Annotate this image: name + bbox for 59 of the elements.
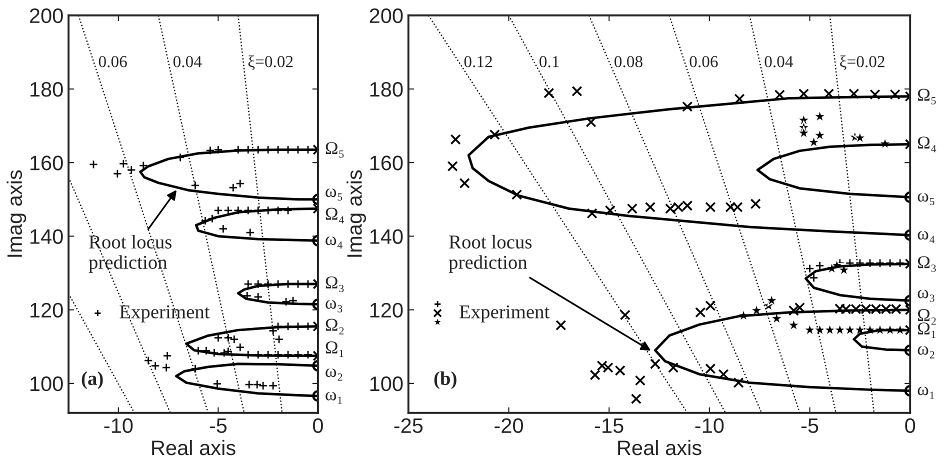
annotation: ω₃: [326, 300, 342, 312]
y-tick-label: 160: [370, 156, 403, 170]
annotation: Ω₄: [918, 136, 936, 152]
annotation: ω₄: [918, 230, 935, 244]
y-tick-label: 100: [370, 376, 403, 392]
x-axis-title: Real axis: [618, 440, 702, 456]
x-tick-label: 0: [312, 418, 323, 434]
x-tick-label: 0: [905, 418, 916, 434]
annotation: Ω₅: [326, 142, 344, 158]
annotation: (b): [434, 371, 456, 390]
annotation: ω₃: [918, 290, 934, 302]
annotation: ω₅: [918, 193, 934, 206]
y-tick-label: 160: [30, 156, 63, 170]
x-tick-label: -15: [594, 418, 624, 434]
annotation: 0.04: [173, 56, 202, 68]
x-tick-label: -5: [210, 418, 227, 434]
y-axis-title: Imag axis: [346, 170, 366, 257]
x-tick-label: -20: [494, 418, 523, 434]
y-tick-label: 120: [370, 302, 403, 318]
y-tick-label: 200: [30, 8, 63, 24]
annotation: Ω₃: [326, 276, 344, 292]
annotation: 0.04: [764, 56, 793, 68]
legend-label: Experiment: [460, 305, 550, 322]
annotation: ω₂: [326, 368, 342, 381]
annotation: 0.08: [614, 56, 642, 68]
annotation: Ω₁: [326, 341, 344, 357]
annotation: 0.12: [464, 56, 492, 68]
y-tick-label: 200: [370, 8, 403, 24]
y-tick-label: 140: [370, 229, 403, 244]
annotation: ω₁: [918, 386, 934, 399]
annotation: Ω₅: [918, 88, 936, 104]
y-tick-label: 140: [30, 229, 63, 244]
x-tick-label: -10: [104, 418, 133, 434]
y-tick-label: 120: [30, 302, 63, 318]
annotation: Ω₁: [918, 322, 936, 338]
annotation: Ω₃: [918, 256, 936, 272]
annotation: ξ=0.02: [840, 55, 884, 70]
y-tick-label: 180: [370, 82, 403, 97]
x-tick-label: -10: [695, 418, 724, 434]
y-axis-title: Imag axis: [6, 170, 26, 257]
annotation: ξ=0.02: [248, 55, 293, 70]
annotation: Root locus prediction: [448, 234, 532, 273]
annotation: ω₂: [918, 346, 934, 358]
y-tick-label: 180: [30, 82, 63, 97]
annotation: 0.06: [98, 56, 127, 68]
legend-label: Experiment: [120, 305, 210, 322]
annotation: Ω₂: [326, 318, 344, 334]
x-tick-label: -25: [394, 418, 423, 434]
x-tick-label: -5: [801, 418, 818, 434]
annotation: ω₄: [326, 236, 342, 249]
annotation: (a): [82, 371, 103, 390]
annotation: ω₁: [326, 392, 342, 404]
annotation: 0.1: [540, 56, 559, 68]
annotation: 0.06: [690, 56, 718, 68]
annotation: Ω₄: [326, 208, 344, 224]
annotation: ω₅: [326, 188, 342, 201]
y-tick-label: 100: [30, 376, 63, 392]
annotation: Ω₂: [918, 309, 936, 325]
x-axis-title: Real axis: [152, 440, 236, 456]
